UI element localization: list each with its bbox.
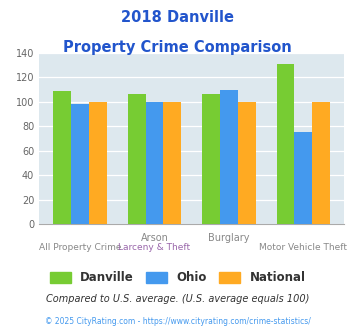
Text: All Property Crime: All Property Crime (39, 243, 121, 251)
Bar (53, 91, 71, 224)
Text: © 2025 CityRating.com - https://www.cityrating.com/crime-statistics/: © 2025 CityRating.com - https://www.city… (45, 317, 310, 326)
Text: Burglary: Burglary (208, 233, 250, 243)
Text: Property Crime Comparison: Property Crime Comparison (63, 40, 292, 54)
Bar (202, 94, 220, 224)
Bar (312, 102, 330, 224)
Text: Larceny & Theft: Larceny & Theft (119, 243, 191, 251)
Text: Compared to U.S. average. (U.S. average equals 100): Compared to U.S. average. (U.S. average … (46, 294, 309, 304)
Bar (128, 94, 146, 224)
Bar (146, 102, 163, 224)
Text: Motor Vehicle Theft: Motor Vehicle Theft (260, 243, 348, 251)
Legend: Danville, Ohio, National: Danville, Ohio, National (45, 267, 310, 289)
Bar (294, 132, 312, 224)
Bar (71, 104, 89, 224)
Bar (89, 102, 107, 224)
Text: 2018 Danville: 2018 Danville (121, 10, 234, 25)
Bar (220, 89, 238, 224)
Bar (277, 64, 294, 224)
Bar (163, 102, 181, 224)
Bar (238, 102, 256, 224)
Text: Arson: Arson (141, 233, 168, 243)
